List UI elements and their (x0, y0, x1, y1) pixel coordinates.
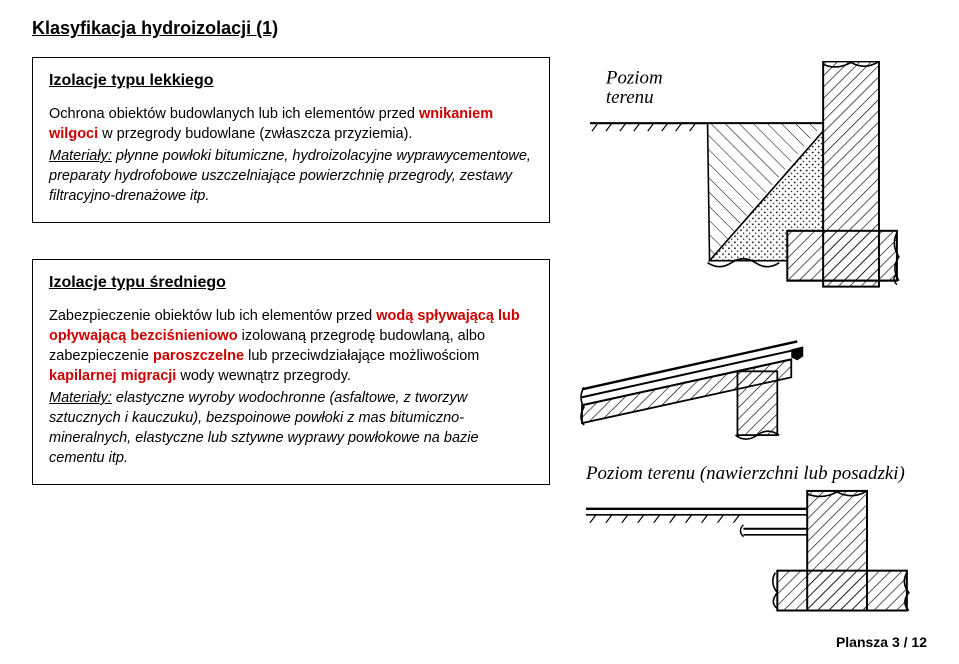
block2-p1-mid2: lub przeciwdziałające możliwościom (244, 348, 479, 364)
block1-title: Izolacje typu lekkiego (49, 72, 533, 90)
block2-body: Zabezpieczenie obiektów lub ich elementó… (49, 306, 533, 468)
block1-intro-post: w przegrody budowlane (zwłaszcza przyzie… (98, 126, 412, 142)
right-column: Poziom terenu (578, 57, 927, 619)
block-lekkiego: Izolacje typu lekkiego Ochrona obiektów … (32, 57, 550, 223)
block2-p1-em3: kapilarnej migracji (49, 368, 176, 384)
diagram-bottom: Poziom terenu (nawierzchni lub posadzki) (578, 319, 927, 619)
page-footer: Plansza 3 / 12 (836, 634, 927, 650)
content-row: Izolacje typu lekkiego Ochrona obiektów … (32, 57, 927, 619)
block2-p1-pre: Zabezpieczenie obiektów lub ich elementó… (49, 308, 376, 324)
block-sredniego: Izolacje typu średniego Zabezpieczenie o… (32, 259, 550, 485)
block1-materials: Materiały: płynne powłoki bitumiczne, hy… (49, 146, 533, 206)
block2-materials-body: elastyczne wyroby wodochronne (asfaltowe… (49, 390, 479, 466)
block2-p1-em2: paroszczelne (153, 348, 244, 364)
diagram-top: Poziom terenu (578, 61, 927, 291)
block2-p1-post: wody wewnątrz przegrody. (176, 368, 351, 384)
block2-materials: Materiały: elastyczne wyroby wodochronne… (49, 388, 533, 468)
block1-materials-body: płynne powłoki bitumiczne, hydroizolacyj… (49, 148, 531, 204)
block2-title: Izolacje typu średniego (49, 274, 533, 292)
diagram-bottom-label: Poziom terenu (nawierzchni lub posadzki) (585, 463, 905, 484)
block1-intro-pre: Ochrona obiektów budowlanych lub ich ele… (49, 106, 419, 122)
page-title: Klasyfikacja hydroizolacji (1) (32, 18, 927, 39)
diagram-top-label-line2: terenu (606, 87, 654, 108)
block1-materials-label: Materiały: (49, 148, 112, 164)
block1-body: Ochrona obiektów budowlanych lub ich ele… (49, 104, 533, 206)
diagram-top-label-line1: Poziom (605, 67, 663, 88)
block2-materials-label: Materiały: (49, 390, 112, 406)
left-column: Izolacje typu lekkiego Ochrona obiektów … (32, 57, 550, 619)
